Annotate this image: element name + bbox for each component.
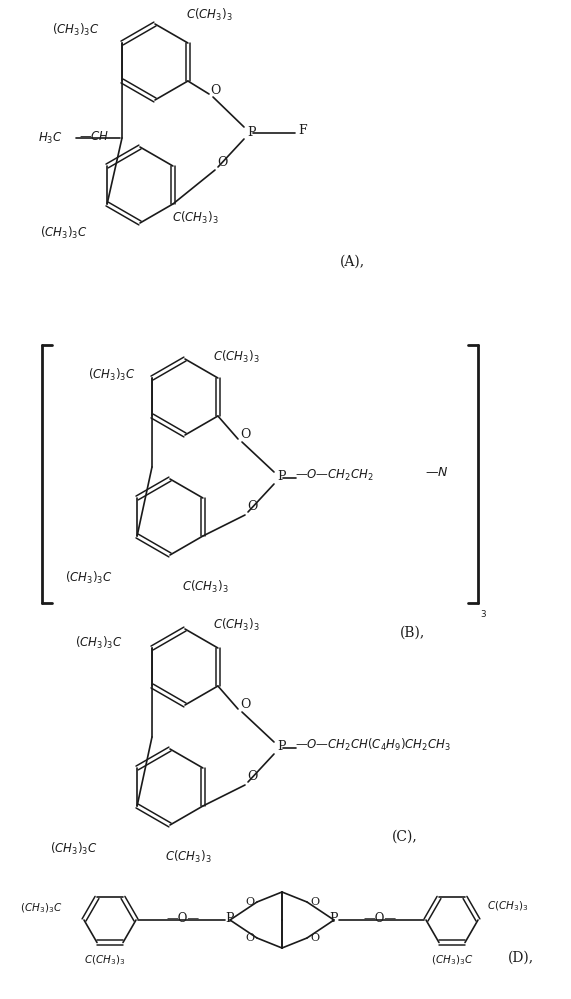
- Text: $(CH_3)_3C$: $(CH_3)_3C$: [40, 225, 88, 241]
- Text: $—O—CH_2CH(C_4H_9)CH_2CH_3$: $—O—CH_2CH(C_4H_9)CH_2CH_3$: [295, 737, 451, 753]
- Text: —O—: —O—: [363, 912, 397, 925]
- Text: $—CH$: $—CH$: [79, 130, 110, 143]
- Text: $(CH_3)_3C$: $(CH_3)_3C$: [50, 841, 98, 857]
- Text: $C(CH_3)_3$: $C(CH_3)_3$: [213, 617, 260, 633]
- Text: $(CH_3)_3C$: $(CH_3)_3C$: [431, 953, 473, 967]
- Text: $H_3C$: $H_3C$: [38, 131, 63, 146]
- Text: $(CH_3)_3C$: $(CH_3)_3C$: [65, 570, 112, 586]
- Text: O: O: [247, 500, 257, 513]
- Text: $C(CH_3)_3$: $C(CH_3)_3$: [165, 849, 212, 865]
- Text: O: O: [310, 933, 319, 943]
- Text: O: O: [240, 698, 250, 711]
- Text: F: F: [298, 124, 307, 137]
- Text: P: P: [278, 471, 286, 484]
- Text: (A),: (A),: [340, 255, 365, 269]
- Text: $C(CH_3)_3$: $C(CH_3)_3$: [85, 953, 126, 967]
- Text: O: O: [245, 897, 254, 907]
- Text: (D),: (D),: [508, 951, 534, 965]
- Text: $(CH_3)_3C$: $(CH_3)_3C$: [20, 901, 62, 915]
- Text: O: O: [247, 770, 257, 783]
- Text: O: O: [245, 933, 254, 943]
- Text: $—O—CH_2CH_2$: $—O—CH_2CH_2$: [295, 468, 374, 483]
- Text: $(CH_3)_3C$: $(CH_3)_3C$: [52, 22, 100, 38]
- Text: $C(CH_3)_3$: $C(CH_3)_3$: [172, 210, 219, 226]
- Text: O: O: [217, 157, 227, 170]
- Text: (B),: (B),: [400, 626, 425, 640]
- Text: $C(CH_3)_3$: $C(CH_3)_3$: [186, 7, 232, 23]
- Text: O: O: [240, 429, 250, 442]
- Text: P: P: [226, 912, 234, 925]
- Text: P: P: [329, 912, 338, 925]
- Text: $_3$: $_3$: [480, 606, 487, 619]
- Text: $C(CH_3)_3$: $C(CH_3)_3$: [487, 899, 529, 913]
- Text: (C),: (C),: [392, 830, 418, 844]
- Text: P: P: [278, 740, 286, 753]
- Text: $(CH_3)_3C$: $(CH_3)_3C$: [88, 367, 136, 383]
- Text: $C(CH_3)_3$: $C(CH_3)_3$: [182, 579, 228, 595]
- Text: P: P: [248, 126, 256, 139]
- Text: —O—: —O—: [166, 912, 199, 925]
- Text: O: O: [310, 897, 319, 907]
- Text: O: O: [210, 84, 220, 97]
- Text: $(CH_3)_3C$: $(CH_3)_3C$: [75, 635, 123, 651]
- Text: $C(CH_3)_3$: $C(CH_3)_3$: [213, 349, 260, 365]
- Text: $—N$: $—N$: [425, 467, 448, 480]
